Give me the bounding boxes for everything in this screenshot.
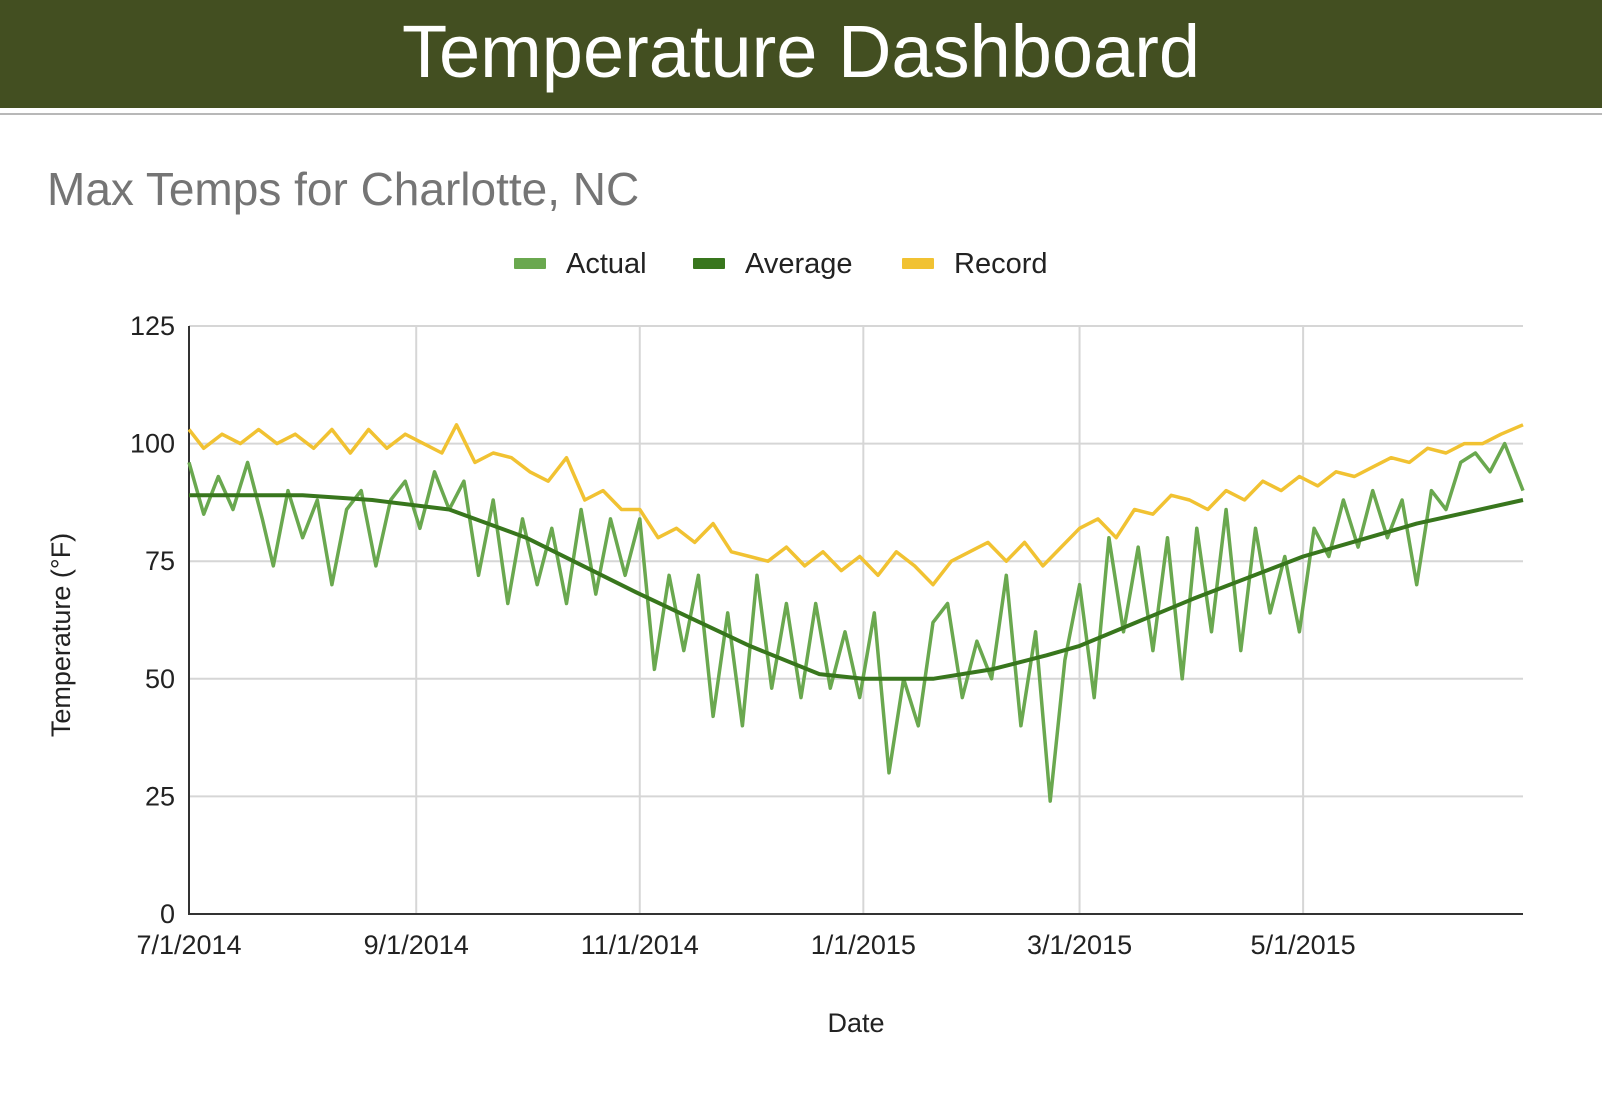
legend-label-actual[interactable]: Actual [566, 248, 647, 280]
series-line-average [189, 493, 1524, 681]
x-tick-label: 5/1/2015 [1251, 930, 1356, 960]
legend-label-average[interactable]: Average [745, 248, 853, 280]
dashboard-header: Temperature Dashboard [0, 0, 1602, 108]
dashboard-title: Temperature Dashboard [402, 9, 1200, 93]
y-tick-label: 50 [145, 664, 175, 694]
x-tick-label: 7/1/2014 [136, 930, 241, 960]
series-line-actual [187, 441, 1525, 803]
chart-grid [189, 325, 1523, 914]
x-tick-label: 1/1/2015 [811, 930, 916, 960]
chart-series-lines [187, 423, 1525, 803]
legend-label-record[interactable]: Record [954, 248, 1048, 280]
y-tick-labels: 0 25 50 75 100 125 [130, 311, 175, 929]
x-tick-labels: 7/1/2014 9/1/2014 11/1/2014 1/1/2015 3/1/201… [136, 930, 1355, 960]
chart-axes [188, 326, 1523, 915]
y-tick-label: 100 [130, 429, 175, 459]
chart-title: Max Temps for Charlotte, NC [47, 163, 640, 215]
y-axis-title: Temperature (°F) [46, 533, 76, 737]
x-tick-label: 3/1/2015 [1027, 930, 1132, 960]
y-tick-label: 25 [145, 781, 175, 811]
x-tick-label: 9/1/2014 [364, 930, 469, 960]
legend-swatch-actual [514, 258, 546, 269]
chart-legend[interactable]: Actual Average Record [514, 248, 1048, 280]
header-divider [0, 113, 1602, 115]
x-axis-title: Date [827, 1008, 884, 1038]
legend-swatch-average [693, 258, 725, 269]
y-tick-label: 75 [145, 546, 175, 576]
y-tick-label: 0 [160, 899, 175, 929]
x-tick-label: 11/1/2014 [581, 930, 699, 960]
y-tick-label: 125 [130, 311, 175, 341]
series-line-record [187, 423, 1524, 587]
legend-swatch-record [902, 258, 934, 269]
